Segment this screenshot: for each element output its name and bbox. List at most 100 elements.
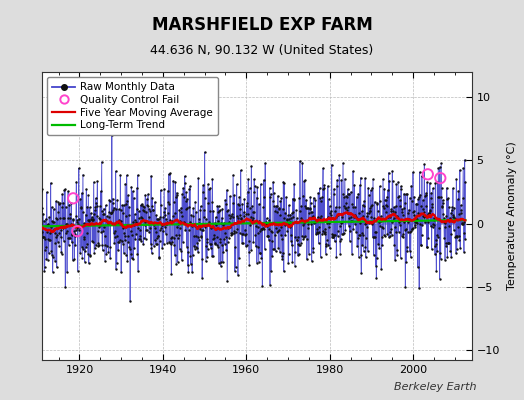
Point <box>153 216 161 222</box>
Point <box>328 231 336 238</box>
Point <box>297 215 305 221</box>
Point <box>364 184 373 191</box>
Point <box>447 254 455 261</box>
Point <box>73 216 81 223</box>
Point <box>335 203 343 210</box>
Point <box>415 285 423 292</box>
Point <box>340 203 348 209</box>
Point <box>324 196 333 202</box>
Point <box>244 238 253 244</box>
Point <box>308 258 316 264</box>
Point <box>73 268 82 274</box>
Point <box>237 231 246 237</box>
Point <box>76 250 84 256</box>
Point <box>178 257 186 263</box>
Point <box>50 230 59 236</box>
Point <box>437 160 445 166</box>
Point <box>194 249 202 255</box>
Point <box>203 254 211 260</box>
Point <box>79 246 88 252</box>
Point <box>272 228 281 235</box>
Point <box>194 220 203 226</box>
Point <box>438 185 446 191</box>
Point <box>164 199 172 205</box>
Point <box>450 204 458 211</box>
Point <box>89 216 97 222</box>
Point <box>358 242 366 249</box>
Point <box>94 240 102 246</box>
Point <box>169 199 178 205</box>
Point <box>452 176 461 182</box>
Point <box>421 192 430 198</box>
Point <box>121 233 129 239</box>
Point <box>423 179 431 186</box>
Point <box>64 235 73 241</box>
Point <box>133 251 141 257</box>
Point <box>217 258 225 265</box>
Point <box>191 222 199 229</box>
Point <box>244 210 252 217</box>
Point <box>346 228 354 234</box>
Point <box>190 246 199 252</box>
Point <box>235 255 243 261</box>
Point <box>43 222 51 228</box>
Point <box>306 206 314 212</box>
Point <box>39 210 47 217</box>
Point <box>418 173 426 179</box>
Point <box>418 232 426 238</box>
Point <box>119 202 128 208</box>
Point <box>249 215 257 221</box>
Point <box>115 239 123 246</box>
Point <box>57 251 66 257</box>
Point <box>209 236 217 242</box>
Point <box>187 212 195 218</box>
Point <box>143 227 151 233</box>
Point <box>282 217 291 223</box>
Point <box>408 226 416 232</box>
Point <box>281 222 289 228</box>
Point <box>424 235 432 242</box>
Point <box>99 211 107 217</box>
Point <box>154 216 162 222</box>
Point <box>299 192 307 199</box>
Point <box>364 248 372 254</box>
Point <box>307 221 315 227</box>
Point <box>343 191 352 198</box>
Point <box>73 228 82 234</box>
Point <box>300 220 308 226</box>
Point <box>355 210 364 216</box>
Point <box>36 226 45 233</box>
Point <box>247 163 256 169</box>
Point <box>301 177 309 183</box>
Point <box>155 255 163 262</box>
Point <box>56 200 64 206</box>
Point <box>274 245 282 251</box>
Point <box>359 248 368 255</box>
Point <box>169 213 177 220</box>
Point <box>148 250 156 256</box>
Point <box>441 257 449 263</box>
Point <box>142 209 150 215</box>
Point <box>314 240 323 246</box>
Point <box>441 224 449 230</box>
Point <box>160 186 168 192</box>
Point <box>176 224 184 231</box>
Point <box>321 229 329 235</box>
Point <box>207 225 215 232</box>
Point <box>240 212 248 219</box>
Point <box>205 241 214 247</box>
Point <box>183 262 192 268</box>
Point <box>202 238 211 245</box>
Point <box>104 218 112 225</box>
Point <box>164 187 172 194</box>
Point <box>353 215 362 222</box>
Point <box>430 217 439 223</box>
Point <box>359 232 367 238</box>
Point <box>154 232 162 239</box>
Point <box>185 219 194 226</box>
Point <box>131 236 139 242</box>
Point <box>249 209 258 215</box>
Point <box>123 172 131 179</box>
Point <box>397 232 406 239</box>
Point <box>358 230 366 236</box>
